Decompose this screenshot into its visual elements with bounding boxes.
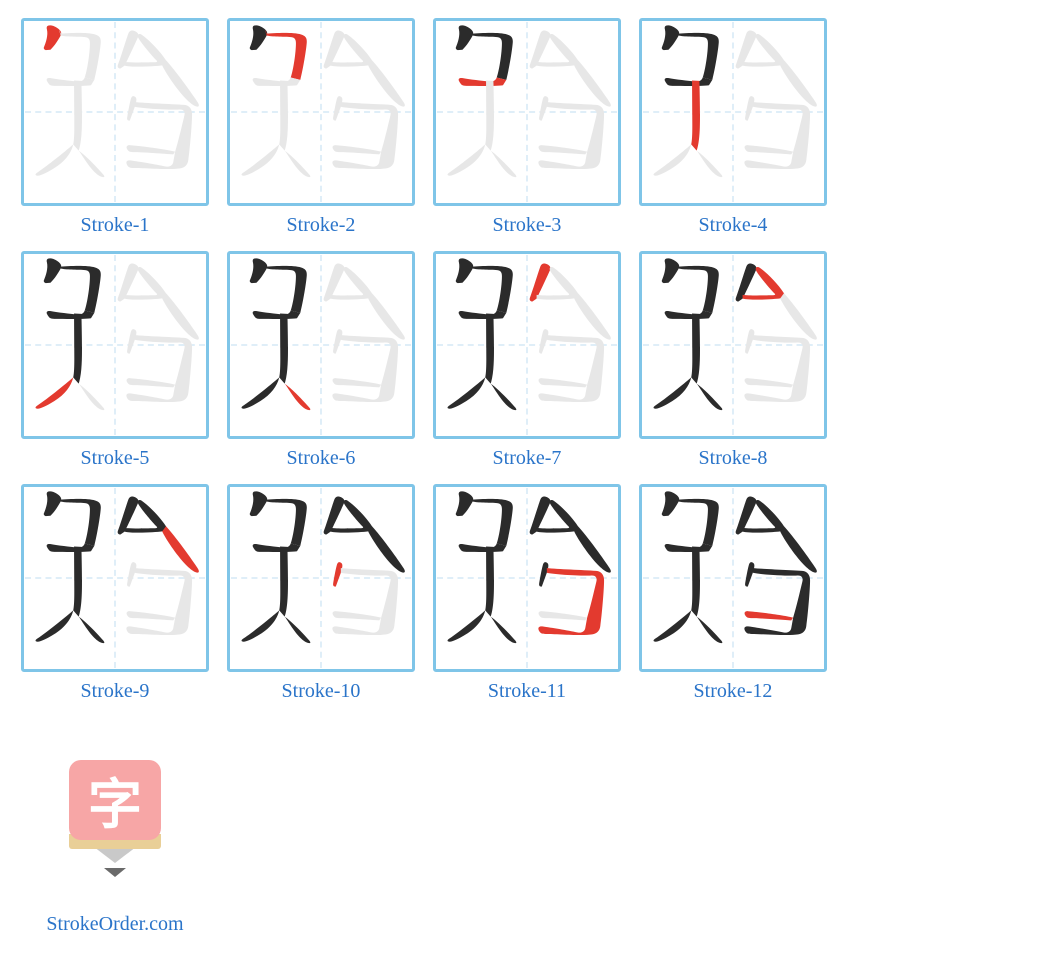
stroke-caption: Stroke-4 — [699, 214, 768, 237]
stroke-tile — [21, 251, 209, 439]
stroke-tile — [639, 251, 827, 439]
logo-caption: StrokeOrder.com — [46, 913, 183, 936]
stroke-caption: Stroke-2 — [287, 214, 356, 237]
stroke-tile — [21, 18, 209, 206]
stroke-cell: Stroke-8 — [630, 251, 836, 470]
tile-border — [227, 18, 415, 206]
tile-border — [21, 251, 209, 439]
stroke-cell: Stroke-3 — [424, 18, 630, 237]
stroke-cell: Stroke-5 — [12, 251, 218, 470]
stroke-tile — [227, 484, 415, 672]
stroke-order-grid: Stroke-1 Stroke-2 Stroke-3 Stroke-4 — [12, 18, 1038, 950]
logo-tile: 字 — [21, 717, 209, 905]
logo: 字 — [65, 751, 165, 871]
tile-border — [21, 484, 209, 672]
stroke-caption: Stroke-9 — [81, 680, 150, 703]
stroke-cell: Stroke-9 — [12, 484, 218, 703]
stroke-tile — [433, 484, 621, 672]
stroke-cell: Stroke-2 — [218, 18, 424, 237]
stroke-caption: Stroke-6 — [287, 447, 356, 470]
tile-border — [639, 484, 827, 672]
tile-border — [433, 484, 621, 672]
tile-border — [227, 484, 415, 672]
logo-cell: 字 StrokeOrder.com — [12, 717, 218, 936]
stroke-cell: Stroke-4 — [630, 18, 836, 237]
stroke-cell: Stroke-11 — [424, 484, 630, 703]
stroke-tile — [21, 484, 209, 672]
stroke-tile — [639, 484, 827, 672]
stroke-caption: Stroke-3 — [493, 214, 562, 237]
stroke-tile — [227, 18, 415, 206]
stroke-tile — [433, 251, 621, 439]
stroke-caption: Stroke-10 — [282, 680, 361, 703]
stroke-cell: Stroke-12 — [630, 484, 836, 703]
stroke-tile — [227, 251, 415, 439]
logo-pencil-tip-dark — [104, 868, 126, 877]
stroke-caption: Stroke-11 — [488, 680, 566, 703]
stroke-caption: Stroke-12 — [694, 680, 773, 703]
logo-glyph: 字 — [69, 760, 161, 840]
stroke-caption: Stroke-8 — [699, 447, 768, 470]
stroke-cell: Stroke-1 — [12, 18, 218, 237]
tile-border — [433, 251, 621, 439]
tile-border — [433, 18, 621, 206]
stroke-cell: Stroke-6 — [218, 251, 424, 470]
tile-border — [227, 251, 415, 439]
tile-border — [639, 18, 827, 206]
stroke-caption: Stroke-1 — [81, 214, 150, 237]
tile-border — [639, 251, 827, 439]
stroke-tile — [433, 18, 621, 206]
tile-border — [21, 18, 209, 206]
stroke-cell: Stroke-7 — [424, 251, 630, 470]
stroke-caption: Stroke-7 — [493, 447, 562, 470]
stroke-tile — [639, 18, 827, 206]
stroke-cell: Stroke-10 — [218, 484, 424, 703]
stroke-caption: Stroke-5 — [81, 447, 150, 470]
